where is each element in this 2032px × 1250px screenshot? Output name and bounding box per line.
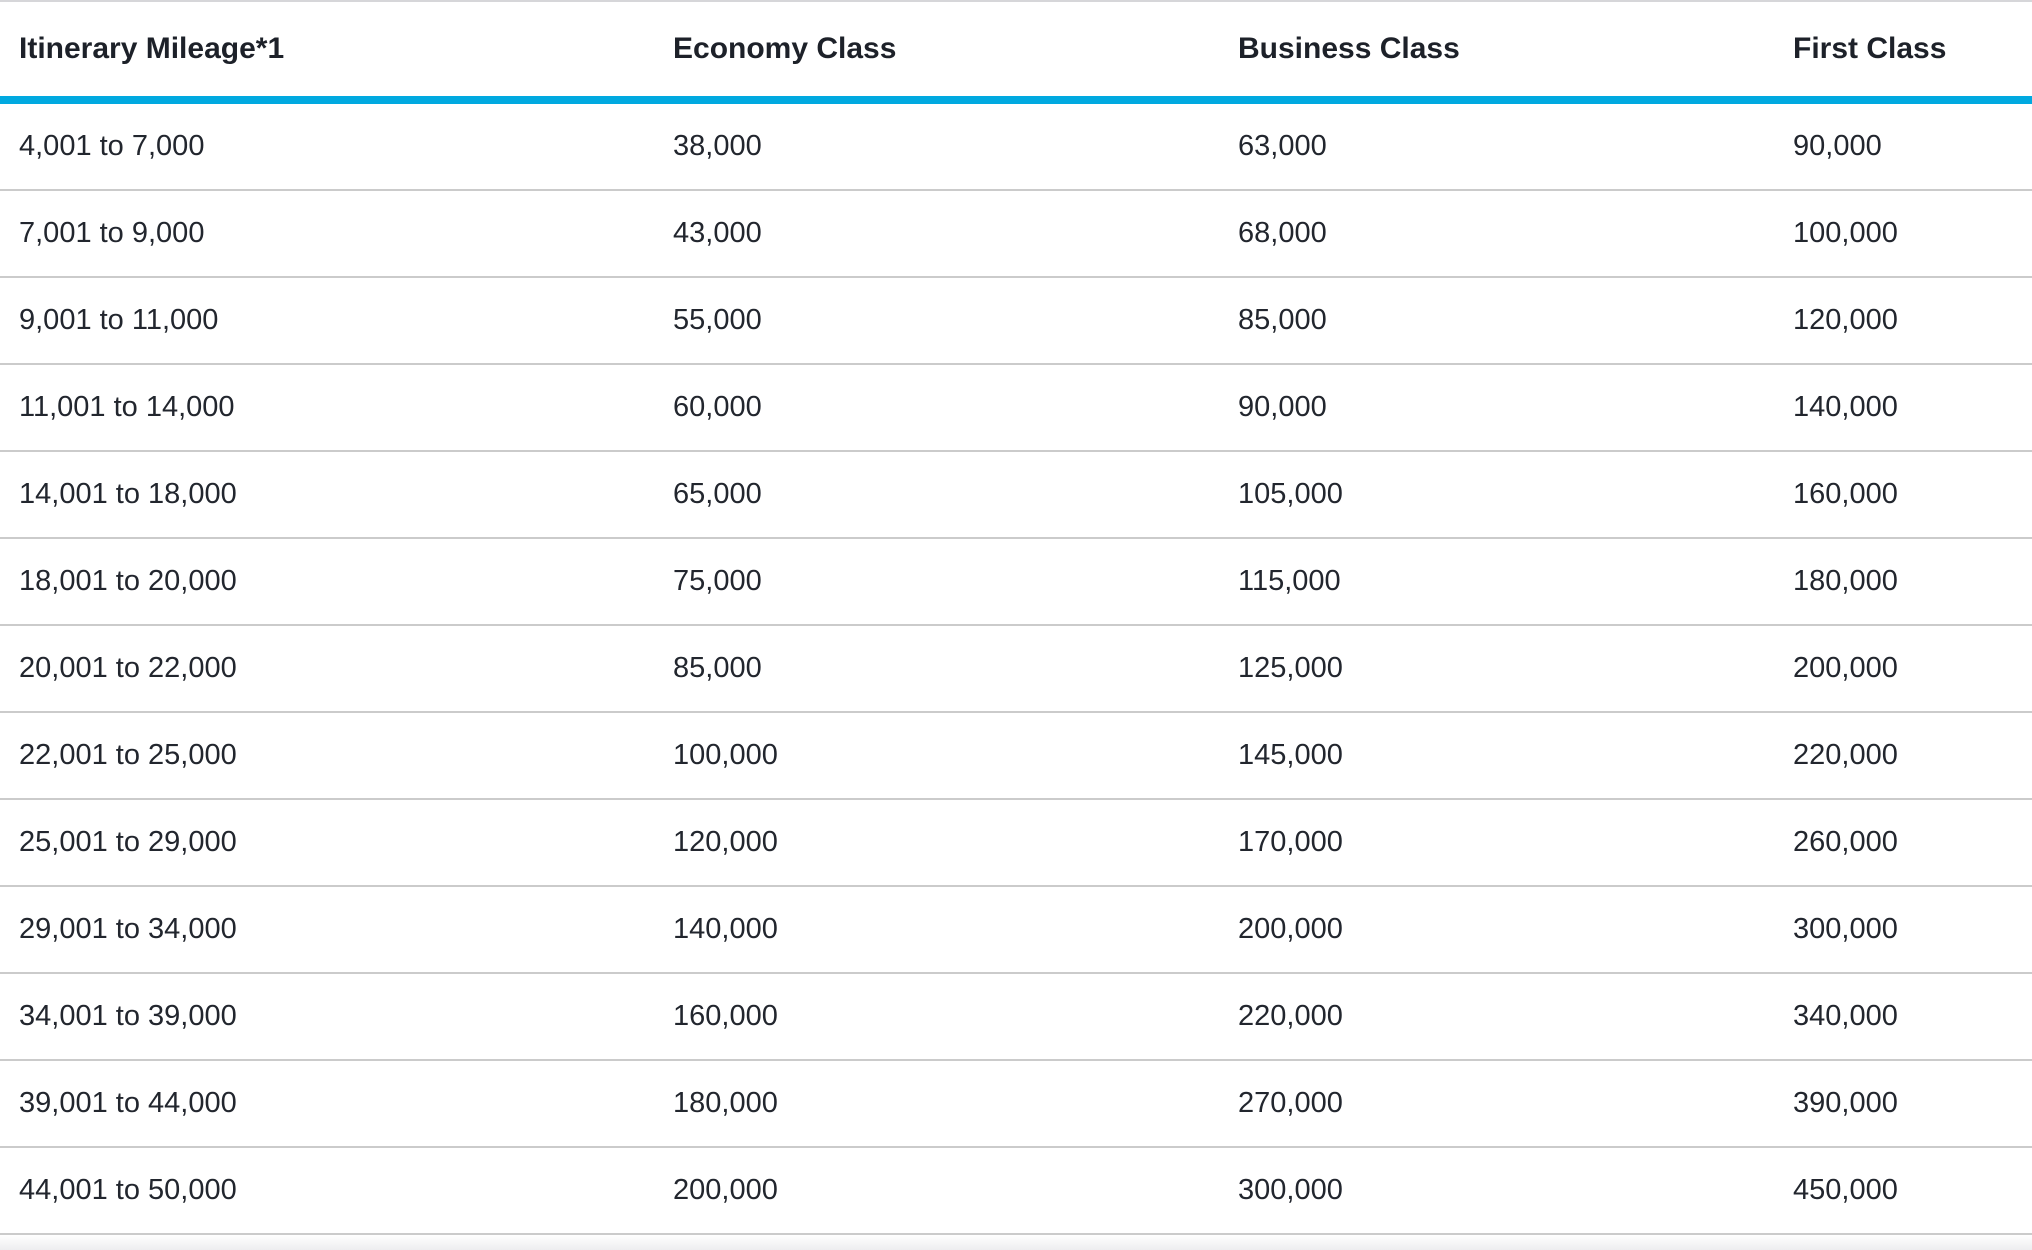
cell-first-miles: 100,000 <box>1793 217 1898 249</box>
table-row: 11,001 to 14,000 60,000 90,000 140,000 <box>0 365 2032 452</box>
cell-mileage-range: 9,001 to 11,000 <box>19 304 219 336</box>
table-row: 7,001 to 9,000 43,000 68,000 100,000 <box>0 191 2032 278</box>
cell-economy-miles: 120,000 <box>673 826 778 858</box>
cell-economy-miles: 200,000 <box>673 1174 778 1206</box>
cell-business-miles: 220,000 <box>1238 1000 1343 1032</box>
cell-mileage-range: 20,001 to 22,000 <box>19 652 237 684</box>
cell-business-miles: 125,000 <box>1238 652 1343 684</box>
cell-economy-miles: 55,000 <box>673 304 762 336</box>
column-header-economy-class: Economy Class <box>673 32 897 65</box>
table-row: 20,001 to 22,000 85,000 125,000 200,000 <box>0 626 2032 713</box>
cell-economy-miles: 180,000 <box>673 1087 778 1119</box>
table-row: 22,001 to 25,000 100,000 145,000 220,000 <box>0 713 2032 800</box>
header-accent-bar <box>0 96 2032 104</box>
cell-business-miles: 170,000 <box>1238 826 1343 858</box>
cell-first-miles: 340,000 <box>1793 1000 1898 1032</box>
cell-mileage-range: 4,001 to 7,000 <box>19 130 205 162</box>
cell-business-miles: 300,000 <box>1238 1174 1343 1206</box>
cell-mileage-range: 22,001 to 25,000 <box>19 739 237 771</box>
cell-first-miles: 160,000 <box>1793 478 1898 510</box>
cell-economy-miles: 75,000 <box>673 565 762 597</box>
cell-economy-miles: 160,000 <box>673 1000 778 1032</box>
cell-first-miles: 180,000 <box>1793 565 1898 597</box>
cell-business-miles: 200,000 <box>1238 913 1343 945</box>
cell-first-miles: 390,000 <box>1793 1087 1898 1119</box>
cell-first-miles: 300,000 <box>1793 913 1898 945</box>
cell-business-miles: 63,000 <box>1238 130 1327 162</box>
cell-first-miles: 220,000 <box>1793 739 1898 771</box>
cell-mileage-range: 44,001 to 50,000 <box>19 1174 237 1206</box>
cell-business-miles: 68,000 <box>1238 217 1327 249</box>
cell-business-miles: 85,000 <box>1238 304 1327 336</box>
cell-first-miles: 260,000 <box>1793 826 1898 858</box>
cell-first-miles: 450,000 <box>1793 1174 1898 1206</box>
cell-mileage-range: 18,001 to 20,000 <box>19 565 237 597</box>
column-header-itinerary-mileage: Itinerary Mileage*1 <box>19 32 285 65</box>
cell-economy-miles: 140,000 <box>673 913 778 945</box>
cell-economy-miles: 43,000 <box>673 217 762 249</box>
column-header-business-class: Business Class <box>1238 32 1460 65</box>
table-row: 44,001 to 50,000 200,000 300,000 450,000 <box>0 1148 2032 1235</box>
table-row: 39,001 to 44,000 180,000 270,000 390,000 <box>0 1061 2032 1148</box>
cell-first-miles: 200,000 <box>1793 652 1898 684</box>
cell-business-miles: 270,000 <box>1238 1087 1343 1119</box>
cell-business-miles: 105,000 <box>1238 478 1343 510</box>
cell-economy-miles: 60,000 <box>673 391 762 423</box>
table-row: 14,001 to 18,000 65,000 105,000 160,000 <box>0 452 2032 539</box>
table-row: 9,001 to 11,000 55,000 85,000 120,000 <box>0 278 2032 365</box>
cell-mileage-range: 29,001 to 34,000 <box>19 913 237 945</box>
table-body: 4,001 to 7,000 38,000 63,000 90,000 7,00… <box>0 104 2032 1235</box>
table-row: 4,001 to 7,000 38,000 63,000 90,000 <box>0 104 2032 191</box>
table-header-row: Itinerary Mileage*1 Economy Class Busine… <box>0 2 2032 96</box>
table-row: 18,001 to 20,000 75,000 115,000 180,000 <box>0 539 2032 626</box>
cell-economy-miles: 65,000 <box>673 478 762 510</box>
cell-first-miles: 120,000 <box>1793 304 1898 336</box>
cell-first-miles: 90,000 <box>1793 130 1882 162</box>
cell-business-miles: 90,000 <box>1238 391 1327 423</box>
cell-mileage-range: 14,001 to 18,000 <box>19 478 237 510</box>
column-header-first-class: First Class <box>1793 32 1947 65</box>
cell-mileage-range: 34,001 to 39,000 <box>19 1000 237 1032</box>
bottom-fade <box>0 1235 2032 1250</box>
table-row: 25,001 to 29,000 120,000 170,000 260,000 <box>0 800 2032 887</box>
cell-economy-miles: 100,000 <box>673 739 778 771</box>
cell-business-miles: 145,000 <box>1238 739 1343 771</box>
cell-business-miles: 115,000 <box>1238 565 1341 597</box>
cell-mileage-range: 11,001 to 14,000 <box>19 391 235 423</box>
cell-economy-miles: 38,000 <box>673 130 762 162</box>
table-row: 29,001 to 34,000 140,000 200,000 300,000 <box>0 887 2032 974</box>
cell-mileage-range: 25,001 to 29,000 <box>19 826 237 858</box>
cell-first-miles: 140,000 <box>1793 391 1898 423</box>
cell-mileage-range: 7,001 to 9,000 <box>19 217 205 249</box>
cell-economy-miles: 85,000 <box>673 652 762 684</box>
table-row: 34,001 to 39,000 160,000 220,000 340,000 <box>0 974 2032 1061</box>
cell-mileage-range: 39,001 to 44,000 <box>19 1087 237 1119</box>
